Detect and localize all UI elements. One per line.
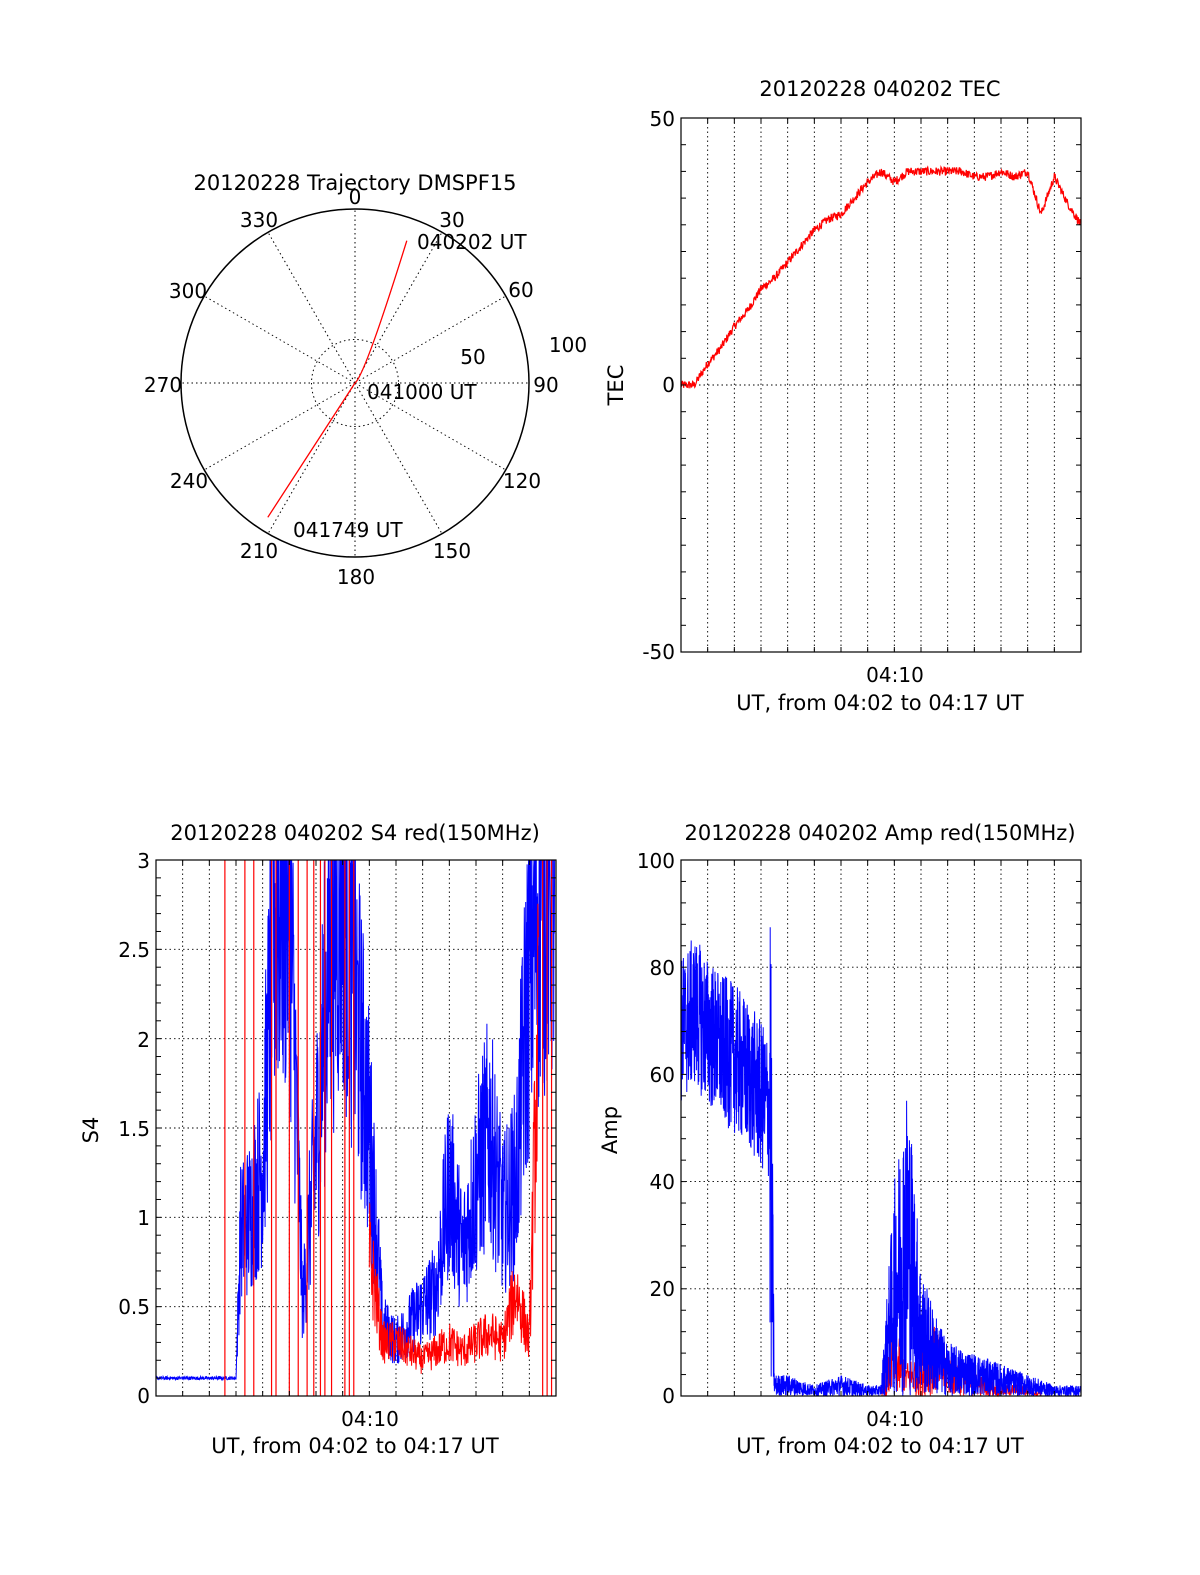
- s4-xlabel: UT, from 04:02 to 04:17 UT: [211, 1434, 499, 1458]
- tec-ylabel: TEC: [604, 365, 628, 407]
- amp-ylabel: Amp: [598, 1106, 622, 1154]
- angle-label-120: 120: [503, 469, 541, 493]
- s4-title: 20120228 040202 S4 red(150MHz): [170, 821, 540, 845]
- polar-trajectory-line: [267, 240, 408, 518]
- angle-label-150: 150: [433, 539, 471, 563]
- amp-xtick-0410: 04:10: [866, 1407, 924, 1431]
- amp-ytick-80: 80: [650, 956, 675, 980]
- angle-label-300: 300: [169, 279, 207, 303]
- s4-ytick-1-5: 1.5: [118, 1117, 150, 1141]
- s4-ytick-1: 1: [137, 1206, 150, 1230]
- polar-spoke: [354, 382, 443, 534]
- polar-spoke: [204, 382, 356, 471]
- radius-label-100: 100: [549, 333, 587, 357]
- angle-label-240: 240: [170, 469, 208, 493]
- s4-blue-line: [155, 859, 556, 1382]
- angle-label-30: 30: [439, 208, 464, 232]
- polar-angle-labels: 0 30 60 90 120 150 180 210 240 270 300 3…: [144, 185, 559, 589]
- radius-label-50: 50: [460, 345, 485, 369]
- amp-ytick-0: 0: [662, 1384, 675, 1408]
- tec-ytick-minus50: -50: [642, 640, 675, 664]
- s4-ytick-3: 3: [137, 849, 150, 873]
- amp-blue-line: [680, 927, 1082, 1398]
- time-label-start: 040202 UT: [417, 230, 527, 254]
- angle-label-330: 330: [240, 208, 278, 232]
- amp-plot-frame: [680, 859, 1082, 1397]
- tec-panel: 20120228 040202 TEC 50 0 -50 TEC 04:10 U…: [604, 77, 1082, 715]
- tec-xlabel: UT, from 04:02 to 04:17 UT: [736, 691, 1024, 715]
- amp-ytick-40: 40: [650, 1170, 675, 1194]
- s4-ytick-2-5: 2.5: [118, 938, 150, 962]
- amp-xlabel: UT, from 04:02 to 04:17 UT: [736, 1434, 1024, 1458]
- polar-title: 20120228 Trajectory DMSPF15: [193, 171, 516, 195]
- tec-ytick-0: 0: [662, 373, 675, 397]
- tec-xtick-0410: 04:10: [866, 663, 924, 687]
- polar-outer-circle: [180, 208, 530, 558]
- amp-ytick-60: 60: [650, 1063, 675, 1087]
- angle-label-0: 0: [349, 185, 362, 209]
- amp-panel: 20120228 040202 Amp red(150MHz) 100 80 6…: [598, 821, 1082, 1458]
- polar-spoke: [354, 295, 506, 384]
- s4-red-line: [368, 903, 539, 1374]
- amp-minor-ticks: [681, 860, 1081, 1396]
- angle-label-270: 270: [144, 373, 182, 397]
- polar-panel: 20120228 Trajectory DMSPF15 0 30 60 90 1…: [144, 171, 587, 589]
- polar-ring: [311, 339, 399, 427]
- s4-xtick-0410: 04:10: [341, 1407, 399, 1431]
- s4-ytick-2: 2: [137, 1028, 150, 1052]
- s4-panel: 20120228 040202 S4 red(150MHz) 3 2.5 2 1…: [79, 821, 557, 1458]
- polar-spoke: [267, 382, 356, 534]
- polar-spoke: [354, 382, 506, 471]
- polar-spoke: [354, 232, 443, 384]
- tec-minor-ticks: [681, 118, 1081, 652]
- time-label-mid: 041000 UT: [367, 380, 477, 404]
- polar-spoke: [204, 295, 356, 384]
- amp-series: [680, 927, 1082, 1398]
- s4-ytick-0: 0: [137, 1384, 150, 1408]
- angle-label-60: 60: [508, 278, 533, 302]
- amp-ytick-20: 20: [650, 1277, 675, 1301]
- s4-minor-ticks: [156, 860, 556, 1396]
- angle-label-90: 90: [533, 373, 558, 397]
- time-label-end: 041749 UT: [293, 518, 403, 542]
- amp-ytick-100: 100: [637, 849, 675, 873]
- s4-ylabel: S4: [79, 1117, 103, 1144]
- tec-series-line: [680, 165, 1082, 389]
- amp-title: 20120228 040202 Amp red(150MHz): [684, 821, 1075, 845]
- polar-spoke: [267, 232, 356, 384]
- angle-label-210: 210: [240, 539, 278, 563]
- s4-ytick-0-5: 0.5: [118, 1295, 150, 1319]
- tec-title: 20120228 040202 TEC: [759, 77, 1000, 101]
- tec-grid: [681, 118, 1081, 652]
- angle-label-180: 180: [337, 565, 375, 589]
- tec-ytick-50: 50: [650, 107, 675, 131]
